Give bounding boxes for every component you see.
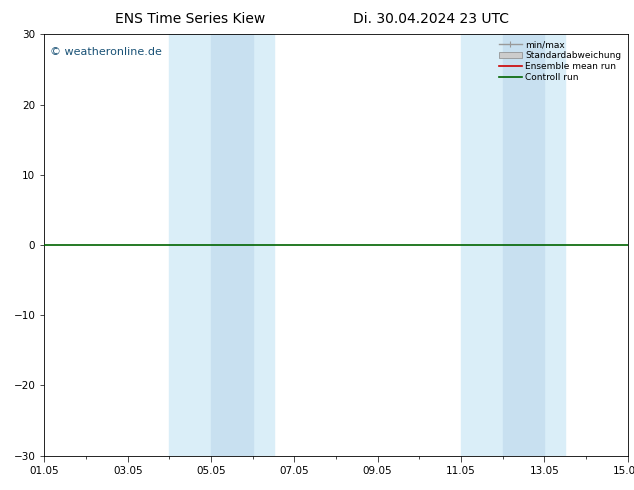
Legend: min/max, Standardabweichung, Ensemble mean run, Controll run: min/max, Standardabweichung, Ensemble me… [497,39,623,84]
Text: ENS Time Series Kiew: ENS Time Series Kiew [115,12,265,26]
Bar [211,34,253,456]
Bar [503,34,545,456]
Text: © weatheronline.de: © weatheronline.de [50,47,162,57]
Bar [169,34,273,456]
Text: Di. 30.04.2024 23 UTC: Di. 30.04.2024 23 UTC [353,12,509,26]
Bar [461,34,565,456]
